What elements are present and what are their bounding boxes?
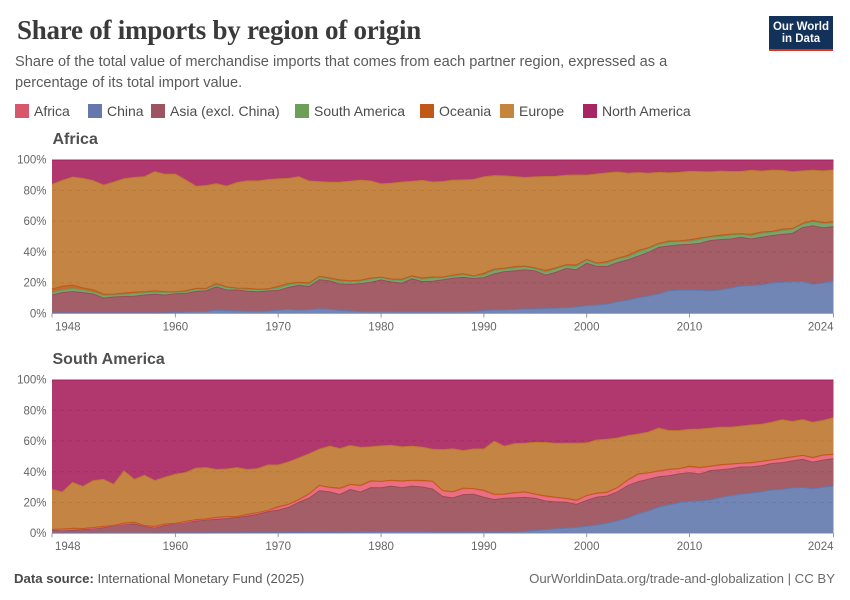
svg-text:0%: 0% [30, 309, 47, 321]
svg-text:1970: 1970 [265, 541, 291, 553]
svg-text:0%: 0% [30, 528, 47, 540]
svg-text:20%: 20% [23, 498, 46, 510]
svg-text:60%: 60% [23, 216, 46, 228]
svg-text:40%: 40% [23, 247, 46, 259]
svg-text:100%: 100% [17, 155, 46, 167]
svg-text:80%: 80% [23, 185, 46, 197]
svg-text:1948: 1948 [55, 322, 81, 334]
svg-text:100%: 100% [17, 375, 46, 387]
svg-text:80%: 80% [23, 405, 46, 417]
svg-text:2024: 2024 [808, 322, 834, 334]
svg-text:1970: 1970 [265, 322, 291, 334]
svg-text:2010: 2010 [677, 322, 703, 334]
svg-text:40%: 40% [23, 467, 46, 479]
svg-text:60%: 60% [23, 436, 46, 448]
svg-text:2010: 2010 [677, 541, 703, 553]
svg-text:2024: 2024 [808, 541, 834, 553]
svg-text:1980: 1980 [368, 541, 394, 553]
svg-text:1948: 1948 [55, 541, 81, 553]
svg-text:1990: 1990 [471, 322, 497, 334]
svg-text:1980: 1980 [368, 322, 394, 334]
svg-text:20%: 20% [23, 278, 46, 290]
svg-text:2000: 2000 [574, 322, 600, 334]
svg-text:1960: 1960 [163, 541, 189, 553]
svg-text:1960: 1960 [163, 322, 189, 334]
svg-text:2000: 2000 [574, 541, 600, 553]
svg-text:1990: 1990 [471, 541, 497, 553]
